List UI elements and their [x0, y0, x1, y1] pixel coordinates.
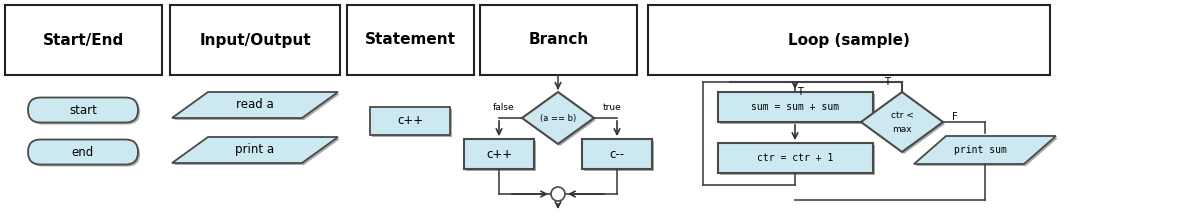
Text: false: false [493, 104, 515, 113]
Text: end: end [72, 145, 94, 159]
Text: Statement: Statement [365, 32, 456, 48]
Polygon shape [524, 94, 596, 146]
Text: ctr = ctr + 1: ctr = ctr + 1 [757, 153, 833, 163]
Text: T: T [797, 87, 803, 97]
FancyBboxPatch shape [720, 145, 875, 175]
Polygon shape [862, 92, 943, 152]
Text: F: F [952, 112, 958, 122]
Text: c--: c-- [610, 148, 624, 161]
Text: Loop (sample): Loop (sample) [788, 32, 910, 48]
FancyBboxPatch shape [648, 5, 1050, 75]
Text: start: start [70, 104, 97, 117]
FancyBboxPatch shape [28, 140, 138, 164]
Polygon shape [522, 92, 594, 144]
Text: sum = sum + sum: sum = sum + sum [751, 102, 839, 112]
Polygon shape [172, 92, 338, 118]
Text: max: max [892, 125, 912, 134]
Text: Branch: Branch [528, 32, 589, 48]
Text: Input/Output: Input/Output [199, 32, 311, 48]
Text: c++: c++ [397, 115, 424, 127]
FancyBboxPatch shape [584, 141, 654, 171]
Polygon shape [863, 94, 946, 154]
Polygon shape [172, 137, 338, 163]
Text: print a: print a [235, 143, 275, 157]
Text: read a: read a [236, 99, 274, 111]
Polygon shape [914, 136, 1056, 164]
FancyBboxPatch shape [464, 139, 534, 169]
FancyBboxPatch shape [718, 92, 872, 122]
FancyBboxPatch shape [170, 5, 340, 75]
FancyBboxPatch shape [582, 139, 652, 169]
FancyBboxPatch shape [466, 141, 536, 171]
FancyBboxPatch shape [347, 5, 474, 75]
FancyBboxPatch shape [718, 143, 872, 173]
FancyBboxPatch shape [720, 94, 875, 124]
FancyBboxPatch shape [30, 141, 140, 166]
FancyBboxPatch shape [372, 109, 452, 137]
Polygon shape [174, 94, 340, 120]
Text: c++: c++ [486, 148, 512, 161]
FancyBboxPatch shape [480, 5, 637, 75]
Polygon shape [174, 139, 340, 165]
Text: T: T [884, 77, 890, 87]
Text: ctr <: ctr < [890, 111, 913, 120]
Polygon shape [916, 138, 1058, 166]
FancyBboxPatch shape [28, 97, 138, 122]
Text: print sum: print sum [954, 145, 1007, 155]
FancyBboxPatch shape [30, 99, 140, 124]
Text: Start/End: Start/End [43, 32, 124, 48]
Text: true: true [602, 104, 622, 113]
FancyBboxPatch shape [370, 107, 450, 135]
Circle shape [551, 187, 565, 201]
Text: (a == b): (a == b) [540, 113, 576, 122]
FancyBboxPatch shape [5, 5, 162, 75]
